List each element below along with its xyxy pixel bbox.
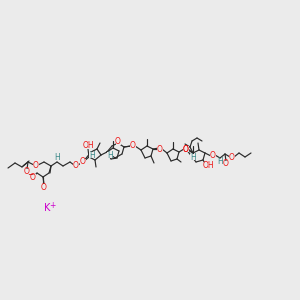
Text: O: O — [183, 145, 189, 154]
Text: O: O — [41, 182, 47, 191]
Text: K: K — [44, 203, 50, 213]
FancyBboxPatch shape — [183, 146, 189, 152]
Text: H: H — [89, 151, 95, 160]
FancyBboxPatch shape — [183, 146, 189, 152]
FancyBboxPatch shape — [89, 152, 94, 158]
FancyBboxPatch shape — [24, 169, 30, 175]
Text: H: H — [190, 152, 196, 161]
FancyBboxPatch shape — [33, 162, 39, 168]
FancyBboxPatch shape — [210, 152, 216, 158]
FancyBboxPatch shape — [218, 159, 223, 165]
Text: H: H — [54, 154, 60, 163]
Text: O: O — [80, 158, 86, 166]
FancyBboxPatch shape — [107, 152, 112, 158]
Text: O: O — [183, 145, 189, 154]
Text: OH: OH — [202, 160, 214, 169]
FancyBboxPatch shape — [31, 174, 35, 180]
Text: H: H — [107, 151, 113, 160]
Text: O: O — [210, 151, 216, 160]
FancyBboxPatch shape — [130, 143, 136, 149]
Text: O: O — [30, 172, 36, 182]
FancyBboxPatch shape — [116, 139, 121, 145]
FancyBboxPatch shape — [224, 161, 229, 167]
Text: −: − — [27, 170, 33, 179]
FancyBboxPatch shape — [74, 162, 79, 168]
Text: O: O — [24, 167, 30, 176]
FancyBboxPatch shape — [54, 155, 60, 161]
Text: O: O — [229, 152, 235, 161]
FancyBboxPatch shape — [158, 146, 163, 152]
FancyBboxPatch shape — [203, 162, 212, 168]
Text: O: O — [130, 142, 136, 151]
FancyBboxPatch shape — [80, 159, 86, 165]
Text: H: H — [217, 158, 223, 166]
Text: O: O — [115, 137, 121, 146]
Text: O: O — [157, 145, 163, 154]
Text: +: + — [49, 200, 55, 209]
Text: O: O — [33, 160, 39, 169]
FancyBboxPatch shape — [230, 154, 235, 160]
Text: O: O — [223, 160, 229, 169]
FancyBboxPatch shape — [41, 184, 46, 190]
Text: OH: OH — [82, 142, 94, 151]
FancyBboxPatch shape — [83, 143, 92, 149]
FancyBboxPatch shape — [190, 154, 196, 160]
Text: O: O — [73, 160, 79, 169]
